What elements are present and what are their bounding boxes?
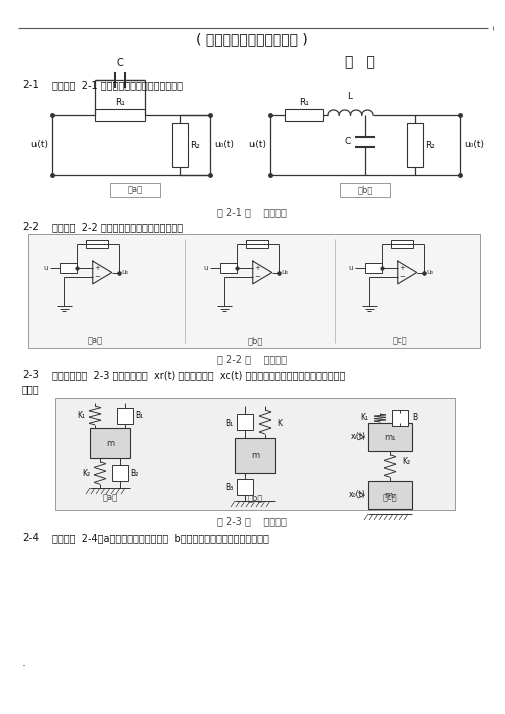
Text: （a）: （a） [103,493,118,502]
Text: （c）: （c） [383,493,397,502]
Text: u₀(t): u₀(t) [214,141,234,149]
Text: 机械系统如题  2-3 图所示，其中  xr(t) 是输入位移，  xc(t) 是输出位移，试分别列写各系统的微分: 机械系统如题 2-3 图所示，其中 xr(t) 是输入位移， xc(t) 是输出… [52,370,345,380]
Text: m: m [251,451,259,460]
Text: m: m [106,438,114,448]
Text: 2-3: 2-3 [22,370,39,380]
Text: u: u [348,265,353,271]
Text: u₀: u₀ [281,269,288,276]
Text: B: B [412,413,417,423]
Text: +: + [94,265,100,271]
Bar [172,123,188,167]
Bar [90,428,130,458]
Text: 题 2-3 图    机械系统: 题 2-3 图 机械系统 [217,516,287,526]
Text: B₁: B₁ [225,418,233,428]
Text: K: K [277,418,282,428]
Text: 试证明题  2-4（a）图的电网络系统和（  b）图机械系统有相同的数学模型。: 试证明题 2-4（a）图的电网络系统和（ b）图机械系统有相同的数学模型。 [52,533,269,543]
Text: K₁: K₁ [360,413,368,423]
Bar [392,410,408,426]
Text: −: − [399,274,405,281]
Text: u₀: u₀ [121,269,128,276]
Text: −: − [94,274,100,281]
Bar [28,234,480,348]
Text: +: + [255,265,260,271]
Text: ( 西安电子科技大学出版社 ): ( 西安电子科技大学出版社 ) [196,32,308,46]
Text: 2-4: 2-4 [22,533,39,543]
Text: L: L [347,92,352,101]
Text: B₂: B₂ [130,468,138,478]
Bar [86,240,109,248]
Text: uᵢ(t): uᵢ(t) [30,141,48,149]
Text: uᵢ(t): uᵢ(t) [248,141,266,149]
Text: +: + [399,265,405,271]
Text: u: u [43,265,48,271]
Text: u: u [204,265,208,271]
Text: （b）: （b） [358,186,373,194]
Bar [112,465,128,481]
Text: x₀(t): x₀(t) [349,491,366,500]
Text: K₂: K₂ [402,456,410,466]
Text: u₀: u₀ [426,269,433,276]
Text: B₃: B₃ [225,483,233,491]
Bar [368,481,412,509]
Bar [60,263,77,273]
Text: （c）: （c） [393,336,408,345]
Text: R₂: R₂ [425,141,435,149]
Bar [95,109,145,121]
Bar [340,183,390,197]
Bar [235,438,275,473]
Text: B₁: B₁ [135,411,143,421]
Text: C: C [117,58,123,68]
Text: xᵢ(t): xᵢ(t) [351,433,366,441]
Bar [55,398,455,510]
Text: 习   题: 习 题 [345,55,375,69]
Text: 题 2-2 图    有源网络: 题 2-2 图 有源网络 [217,354,287,364]
Text: ·: · [22,660,26,673]
Bar [237,479,253,495]
Bar [245,240,268,248]
Text: （b）: （b） [247,336,263,345]
Text: 题 2-1 图    无源网络: 题 2-1 图 无源网络 [217,207,287,217]
Bar [368,423,412,451]
Text: −: − [255,274,260,281]
Text: 2-2: 2-2 [22,222,39,232]
Text: m₁: m₁ [384,433,396,441]
Text: 试列写题  2-2 图所示各有源网络的微分方程。: 试列写题 2-2 图所示各有源网络的微分方程。 [52,222,183,232]
Text: 方程。: 方程。 [22,384,39,394]
Text: （a）: （a） [127,186,142,194]
Text: （a）: （a） [87,336,103,345]
Text: C: C [345,138,351,146]
Bar [117,408,133,423]
Text: R₁: R₁ [299,98,309,107]
Text: （b）: （b） [247,493,263,502]
Text: K₁: K₁ [77,411,85,421]
Bar [365,263,382,273]
Bar [237,414,253,430]
Text: R₂: R₂ [190,141,200,149]
Text: K₂: K₂ [82,468,90,478]
Bar [220,263,237,273]
Text: m₂: m₂ [384,491,396,500]
Bar [407,123,423,167]
Text: R₁: R₁ [115,98,125,107]
Text: u₀(t): u₀(t) [464,141,484,149]
Bar [390,240,414,248]
Bar [285,109,323,121]
Text: 2-1: 2-1 [22,80,39,90]
Bar [110,183,160,197]
Text: 试列写题  2-1 图所示各无源网络的微分方程。: 试列写题 2-1 图所示各无源网络的微分方程。 [52,80,183,90]
